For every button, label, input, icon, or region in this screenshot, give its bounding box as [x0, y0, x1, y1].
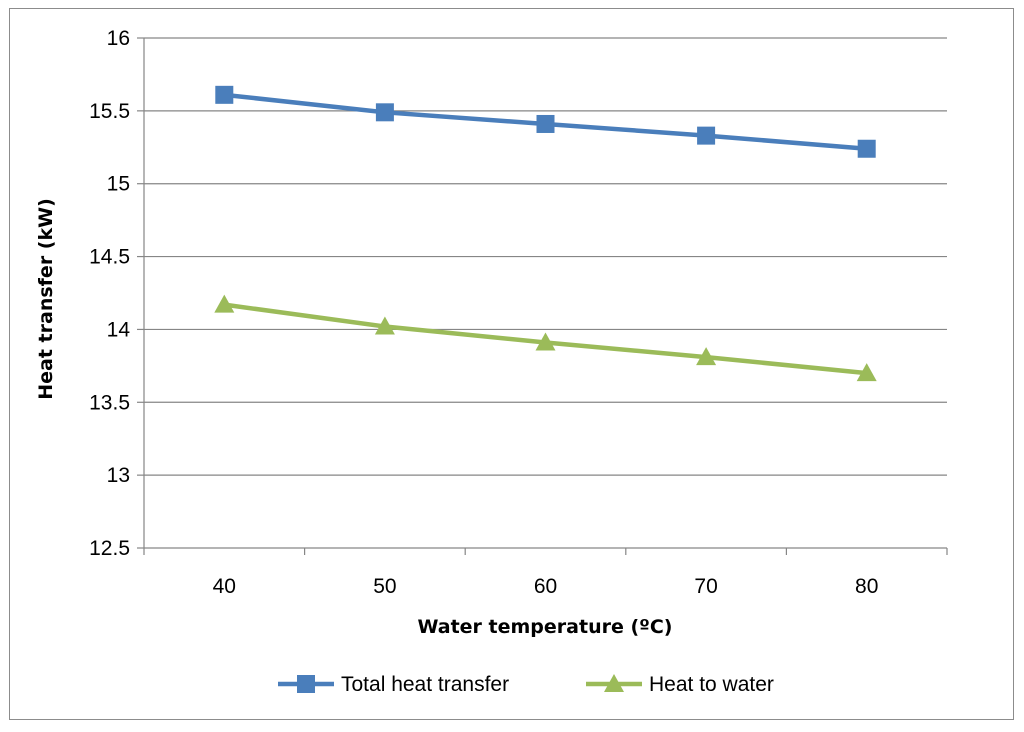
data-point: [856, 363, 877, 382]
chart-area: 12.5 13 13.5 14 14.5 15 15.5 16 40 50 60 70 80 Wate…: [9, 8, 1014, 720]
series-0: [215, 85, 876, 158]
y-tick-label: 13.5: [89, 391, 130, 414]
legend: Total heat transfer Heat to water: [278, 673, 774, 696]
data-point: [536, 114, 555, 133]
data-point: [857, 139, 876, 158]
x-tick-labels: 40 50 60 70 80: [213, 575, 879, 598]
axes: [137, 37, 948, 555]
legend-marker: [297, 675, 315, 693]
data-point: [375, 103, 394, 122]
y-tick-label: 12.5: [89, 537, 130, 560]
series: [214, 85, 877, 382]
data-point: [374, 316, 395, 335]
y-tick-label: 13: [107, 464, 130, 487]
data-point: [697, 126, 716, 145]
y-axis-title: Heat transfer (kW): [35, 198, 57, 400]
y-tick-label: 16: [107, 27, 130, 50]
data-point: [535, 332, 556, 351]
y-tick-labels: 12.5 13 13.5 14 14.5 15 15.5 16: [89, 27, 130, 560]
series-1: [214, 294, 877, 382]
legend-marker: [604, 674, 624, 692]
y-tick-label: 15: [107, 173, 130, 196]
y-tick-label: 15.5: [89, 100, 130, 123]
x-tick-label: 70: [694, 575, 717, 598]
y-tick-label: 14.5: [89, 246, 130, 269]
legend-item: Heat to water: [586, 673, 774, 696]
line-chart: 12.5 13 13.5 14 14.5 15 15.5 16 40 50 60 70 80 Wate…: [35, 27, 948, 696]
data-point: [215, 85, 234, 104]
gridlines: [144, 37, 947, 476]
x-axis-title: Water temperature (ºC): [417, 616, 672, 638]
x-tick-label: 50: [373, 575, 396, 598]
legend-label: Total heat transfer: [341, 673, 509, 696]
legend-label: Heat to water: [649, 673, 774, 696]
data-point: [696, 347, 717, 366]
legend-item: Total heat transfer: [278, 673, 509, 696]
data-point: [214, 294, 235, 313]
y-tick-label: 14: [107, 318, 131, 341]
x-tick-label: 40: [213, 575, 236, 598]
x-tick-label: 60: [534, 575, 557, 598]
x-tick-label: 80: [855, 575, 878, 598]
